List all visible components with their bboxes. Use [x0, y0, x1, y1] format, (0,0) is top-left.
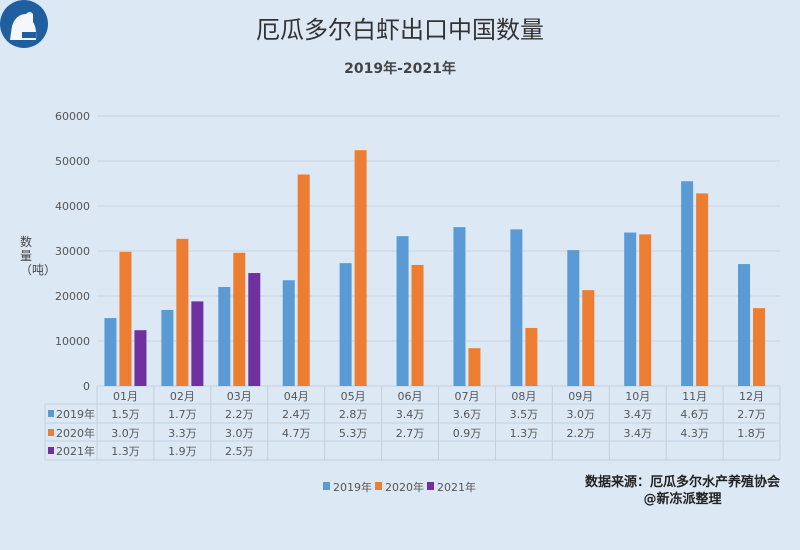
data-table-cell: 1.3万 — [510, 427, 539, 440]
table-row-label: 2019年 — [56, 407, 95, 421]
data-table-cell: 4.7万 — [282, 427, 311, 440]
y-tick-label: 60000 — [55, 110, 90, 123]
x-tick-label: 05月 — [341, 390, 366, 403]
bar-2019年-09月 — [567, 250, 580, 386]
data-table-cell: 3.0万 — [225, 427, 254, 440]
bar-2020年-06月 — [411, 264, 424, 386]
y-tick-label: 40000 — [55, 200, 90, 213]
data-table-cell: 2.7万 — [737, 408, 766, 421]
x-tick-label: 06月 — [398, 390, 423, 403]
bar-2020年-11月 — [696, 193, 709, 386]
brand-logo — [0, 0, 50, 50]
x-tick-label: 04月 — [284, 390, 309, 403]
bar-2019年-05月 — [339, 263, 352, 386]
table-row-label: 2021年 — [56, 444, 95, 458]
data-table-cell: 3.4万 — [623, 408, 652, 421]
bar-2019年-03月 — [218, 287, 231, 386]
source-note: 数据来源：厄瓜多尔水产养殖协会 @新冻派整理 — [585, 474, 780, 508]
x-tick-label: 11月 — [682, 390, 707, 403]
bar-2020年-12月 — [753, 308, 766, 386]
bar-2020年-01月 — [119, 251, 132, 386]
data-table-cell: 2.7万 — [396, 427, 425, 440]
legend-swatch — [427, 482, 434, 490]
bar-2020年-07月 — [468, 348, 481, 386]
x-tick-label: 01月 — [113, 390, 138, 403]
table-legend-swatch — [48, 429, 54, 436]
bar-2021年-01月 — [134, 330, 147, 386]
x-tick-label: 02月 — [170, 390, 195, 403]
data-table-cell: 1.8万 — [737, 427, 766, 440]
bar-2019年-04月 — [282, 280, 295, 386]
data-table-cell: 2.2万 — [225, 408, 254, 421]
x-tick-label: 03月 — [227, 390, 252, 403]
x-tick-label: 08月 — [511, 390, 536, 403]
bar-2020年-04月 — [297, 174, 310, 386]
data-table-cell: 1.5万 — [111, 408, 140, 421]
data-table-cell: 3.4万 — [623, 427, 652, 440]
bar-2020年-02月 — [176, 238, 189, 386]
y-tick-label: 0 — [83, 380, 90, 393]
data-table-cell: 3.6万 — [453, 408, 482, 421]
source-line-2: @新冻派整理 — [643, 492, 722, 507]
chart-title: 厄瓜多尔白虾出口中国数量 — [256, 16, 544, 44]
table-legend-swatch — [48, 447, 54, 454]
table-row-label: 2020年 — [56, 426, 95, 440]
data-table-cell: 5.3万 — [339, 427, 368, 440]
data-table-cell: 4.6万 — [680, 408, 709, 421]
source-line-1: 数据来源：厄瓜多尔水产养殖协会 — [584, 475, 780, 490]
table-legend-swatch — [48, 410, 54, 417]
data-table-cell: 1.7万 — [168, 408, 197, 421]
data-table-cell: 2.4万 — [282, 408, 311, 421]
bar-2020年-10月 — [639, 234, 652, 386]
legend-swatch — [323, 482, 330, 490]
bar-2019年-06月 — [396, 236, 409, 386]
legend-swatch — [375, 482, 382, 490]
y-tick-label: 20000 — [55, 290, 90, 303]
bar-2019年-10月 — [624, 232, 637, 386]
bar-2021年-02月 — [191, 301, 204, 386]
x-tick-label: 07月 — [454, 390, 479, 403]
data-table-cell: 2.8万 — [339, 408, 368, 421]
bar-2020年-09月 — [582, 290, 595, 386]
bar-2019年-01月 — [104, 318, 117, 386]
data-table-cell: 0.9万 — [453, 427, 482, 440]
legend-label: 2019年 — [333, 480, 372, 494]
x-tick-label: 09月 — [568, 390, 593, 403]
data-table-cell: 3.3万 — [168, 427, 197, 440]
legend-label: 2020年 — [385, 480, 424, 494]
bar-2019年-02月 — [161, 309, 174, 386]
y-tick-label: 30000 — [55, 245, 90, 258]
legend-label: 2021年 — [437, 480, 476, 494]
chart-subtitle: 2019年-2021年 — [344, 61, 456, 77]
bar-2019年-11月 — [681, 181, 694, 386]
bar-2020年-03月 — [233, 252, 246, 386]
data-table-cell: 3.5万 — [510, 408, 539, 421]
y-tick-label: 50000 — [55, 155, 90, 168]
bar-2019年-08月 — [510, 229, 523, 386]
data-table-cell: 1.9万 — [168, 445, 197, 458]
data-table-cell: 1.3万 — [111, 445, 140, 458]
data-table-cell: 3.4万 — [396, 408, 425, 421]
bar-2020年-05月 — [354, 150, 367, 386]
x-tick-label: 10月 — [625, 390, 650, 403]
x-tick-label: 12月 — [739, 390, 764, 403]
data-table-cell: 3.0万 — [111, 427, 140, 440]
data-table-cell: 3.0万 — [567, 408, 596, 421]
bar-2019年-07月 — [453, 227, 466, 386]
data-table-cell: 4.3万 — [680, 427, 709, 440]
bar-2021年-03月 — [248, 273, 261, 386]
data-table-cell: 2.2万 — [567, 427, 596, 440]
y-tick-label: 10000 — [55, 335, 90, 348]
data-table-cell: 2.5万 — [225, 445, 254, 458]
bar-2019年-12月 — [738, 264, 751, 386]
bar-2020年-08月 — [525, 327, 538, 386]
